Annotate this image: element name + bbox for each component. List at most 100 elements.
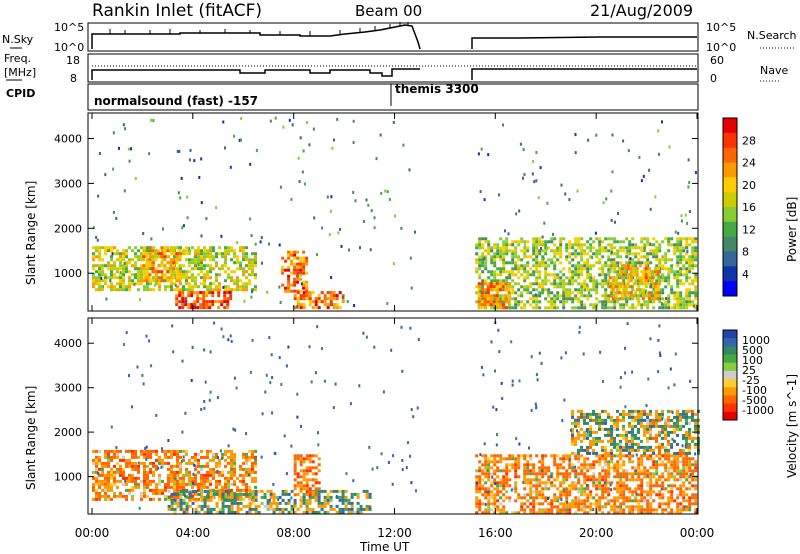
heatmap-cell bbox=[520, 258, 524, 262]
heatmap-cell bbox=[541, 243, 545, 247]
heatmap-cell bbox=[562, 267, 566, 271]
heatmap-cell bbox=[160, 261, 164, 265]
heatmap-cell bbox=[604, 306, 608, 310]
heatmap-cell bbox=[574, 306, 578, 310]
heatmap-cell bbox=[110, 425, 113, 429]
heatmap-cell bbox=[200, 498, 204, 502]
heatmap-cell bbox=[517, 258, 521, 262]
heatmap-cell bbox=[209, 488, 212, 492]
heatmap-cell bbox=[643, 243, 647, 247]
heatmap-cell bbox=[565, 454, 569, 458]
heatmap-cell bbox=[338, 291, 342, 295]
heatmap-cell bbox=[574, 499, 578, 503]
heatmap-cell bbox=[589, 246, 593, 250]
heatmap-cell bbox=[532, 297, 536, 301]
heatmap-cell bbox=[119, 491, 122, 495]
heatmap-cell bbox=[480, 288, 484, 292]
heatmap-cell bbox=[335, 489, 339, 493]
heatmap-cell bbox=[580, 505, 584, 509]
heatmap-cell bbox=[226, 291, 230, 295]
heatmap-cell bbox=[598, 454, 602, 458]
heatmap-cell bbox=[583, 415, 586, 419]
heatmap-cell bbox=[580, 264, 584, 268]
heatmap-cell bbox=[269, 119, 272, 123]
heatmap-cell bbox=[254, 258, 257, 262]
heatmap-cell bbox=[685, 412, 688, 416]
heatmap-cell bbox=[614, 279, 618, 283]
heatmap-cell bbox=[691, 267, 695, 271]
heatmap-cell bbox=[382, 390, 385, 394]
heatmap-cell bbox=[598, 487, 602, 491]
heatmap-cell bbox=[619, 487, 623, 491]
heatmap-cell bbox=[320, 347, 323, 351]
heatmap-cell bbox=[685, 273, 689, 277]
heatmap-cell bbox=[688, 502, 692, 506]
heatmap-cell bbox=[571, 484, 575, 488]
heatmap-cell bbox=[647, 273, 651, 277]
heatmap-cell bbox=[653, 270, 657, 274]
heatmap-cell bbox=[205, 294, 209, 298]
heatmap-cell bbox=[510, 488, 513, 492]
heatmap-cell bbox=[626, 276, 630, 280]
heatmap-cell bbox=[242, 467, 245, 471]
heatmap-cell bbox=[685, 291, 689, 295]
heatmap-cell bbox=[140, 497, 143, 501]
heatmap-cell bbox=[688, 499, 692, 503]
heatmap-cell bbox=[608, 294, 612, 298]
heatmap-cell bbox=[496, 454, 500, 458]
heatmap-cell bbox=[574, 442, 577, 446]
heatmap-cell bbox=[655, 433, 658, 437]
heatmap-cell bbox=[646, 472, 650, 476]
heatmap-cell bbox=[191, 494, 194, 498]
heatmap-cell bbox=[254, 476, 257, 480]
heatmap-cell bbox=[622, 436, 625, 440]
heatmap-cell bbox=[346, 300, 349, 304]
heatmap-cell bbox=[203, 252, 206, 256]
heatmap-cell bbox=[691, 255, 695, 259]
heatmap-cell bbox=[583, 448, 586, 452]
heatmap-cell bbox=[632, 273, 636, 277]
heatmap-cell bbox=[688, 430, 691, 434]
heatmap-cell bbox=[619, 385, 622, 389]
heatmap-cell bbox=[523, 511, 527, 515]
heatmap-cell bbox=[556, 472, 560, 476]
heatmap-cell bbox=[547, 288, 551, 292]
heatmap-cell bbox=[242, 504, 246, 508]
heatmap-cell bbox=[179, 495, 183, 499]
heatmap-cell bbox=[568, 511, 572, 515]
heatmap-cell bbox=[631, 445, 634, 449]
heatmap-cell bbox=[532, 472, 536, 476]
heatmap-cell bbox=[308, 291, 312, 295]
heatmap-cell bbox=[580, 415, 583, 419]
heatmap-cell bbox=[607, 502, 611, 506]
heatmap-cell bbox=[556, 297, 560, 301]
heatmap-cell bbox=[143, 273, 146, 277]
heatmap-cell bbox=[535, 496, 539, 500]
heatmap-cell bbox=[164, 285, 167, 289]
heatmap-cell bbox=[314, 510, 318, 514]
heatmap-cell bbox=[123, 261, 126, 265]
heatmap-cell bbox=[661, 297, 665, 301]
heatmap-cell bbox=[475, 499, 479, 503]
heatmap-cell bbox=[592, 303, 596, 307]
heatmap-cell bbox=[134, 267, 137, 271]
heatmap-cell bbox=[188, 246, 191, 250]
heatmap-cell bbox=[284, 286, 288, 290]
heatmap-cell bbox=[137, 476, 140, 480]
heatmap-cell bbox=[317, 495, 321, 499]
heatmap-cell bbox=[300, 425, 302, 428]
heatmap-cell bbox=[164, 485, 167, 489]
heatmap-cell bbox=[679, 282, 683, 286]
heatmap-cell bbox=[664, 469, 668, 473]
heatmap-cell bbox=[604, 487, 608, 491]
heatmap-cell bbox=[212, 255, 215, 259]
heatmap-cell bbox=[517, 463, 521, 467]
heatmap-cell bbox=[249, 217, 252, 221]
heatmap-cell bbox=[616, 261, 620, 265]
heatmap-cell bbox=[556, 496, 560, 500]
heatmap-cell bbox=[475, 481, 478, 485]
heatmap-cell bbox=[176, 461, 179, 465]
heatmap-cell bbox=[152, 119, 155, 123]
heatmap-cell bbox=[652, 460, 656, 464]
heatmap-cell bbox=[688, 496, 692, 500]
